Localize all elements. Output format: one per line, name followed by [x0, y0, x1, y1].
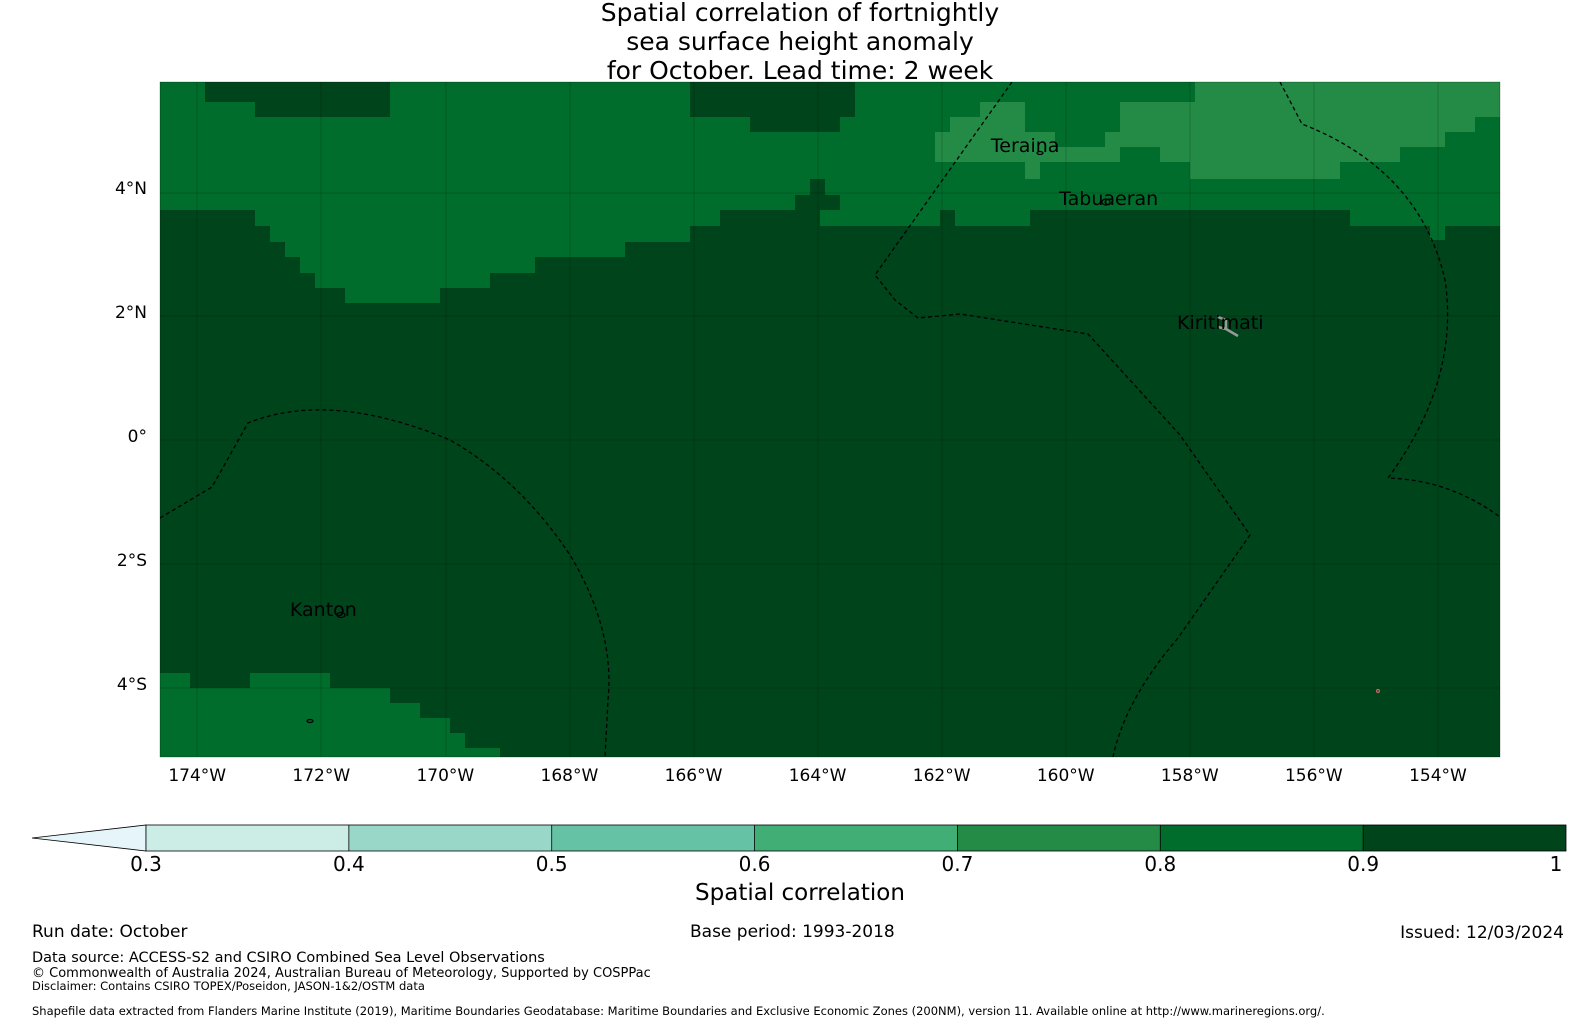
field-top-dark-1 — [205, 82, 390, 117]
copyright: © Commonwealth of Australia 2024, Austra… — [32, 966, 651, 981]
title-line-3: for October. Lead time: 2 week — [606, 56, 994, 85]
lat-tick-label: 4°N — [114, 179, 147, 200]
islands — [306, 150, 1381, 724]
correlation-map — [159, 81, 1501, 758]
teraina-island-icon — [1036, 150, 1044, 156]
field-southwest-band — [160, 673, 500, 757]
title-line-1: Spatial correlation of fortnightly — [600, 0, 1000, 27]
place-label-teraina: Teraina — [990, 135, 1060, 158]
colorbar-tick-label: 0.6 — [738, 852, 771, 876]
colorbar-segment — [551, 825, 755, 851]
lat-tick-label: 4°S — [116, 674, 147, 695]
colorbar-segment — [146, 825, 349, 851]
shapefile-credit: Shapefile data extracted from Flanders M… — [32, 1004, 1325, 1018]
lon-tick-label: 154°W — [1409, 766, 1467, 786]
lat-tick-label: 0° — [127, 427, 147, 448]
colorbar-tick-label: 0.7 — [941, 852, 974, 876]
place-label-kanton: Kanton — [289, 599, 357, 622]
lon-tick-label: 166°W — [664, 766, 723, 786]
lat-tick-label: 2°S — [116, 550, 147, 571]
place-label-tabuaeran: Tabuaeran — [1059, 187, 1159, 210]
lon-tick-label: 168°W — [540, 766, 599, 786]
lon-tick-label: 156°W — [1284, 766, 1343, 786]
issued-date: Issued: 12/03/2024 — [1400, 923, 1564, 943]
eez-boundaries — [160, 82, 1500, 757]
data-source: Data source: ACCESS-S2 and CSIRO Combine… — [32, 950, 545, 966]
colorbar-tick-label: 0.8 — [1144, 852, 1177, 876]
colorbar-tick-label: 1 — [1549, 852, 1563, 876]
small-island-icon — [306, 718, 314, 724]
colorbar-segment — [348, 825, 552, 851]
base-period: Base period: 1993-2018 — [690, 922, 895, 942]
lon-tick-label: 158°W — [1160, 766, 1219, 786]
colorbar-segment — [1363, 825, 1566, 851]
field-northeast-light — [935, 82, 1500, 179]
place-label-kiritimati: Kiritimati — [1177, 311, 1264, 334]
lon-tick-label: 170°W — [416, 766, 475, 786]
lat-tick-label: 2°N — [114, 303, 147, 324]
title-line-2: sea surface height anomaly — [626, 27, 974, 56]
tabuaeran-island-icon — [1101, 198, 1111, 206]
colorbar-tick-label: 0.5 — [535, 852, 568, 876]
colorbar-segment — [1160, 825, 1364, 851]
colorbar-tick-label: 0.3 — [130, 852, 162, 876]
lon-tick-label: 172°W — [292, 766, 351, 786]
kanton-island-icon — [336, 611, 346, 619]
lon-tick-label: 164°W — [788, 766, 847, 786]
map-frame — [159, 81, 1501, 758]
kiritimati-island-icon — [1217, 315, 1239, 338]
lon-tick-label: 162°W — [912, 766, 971, 786]
colorbar-segment — [957, 825, 1161, 851]
graticule — [160, 82, 1500, 757]
disclaimer: Disclaimer: Contains CSIRO TOPEX/Poseido… — [32, 979, 425, 993]
colorbar-outline — [145, 824, 1567, 852]
small-island-icon — [1375, 688, 1381, 694]
lon-tick-label: 174°W — [168, 766, 227, 786]
colorbar-segment — [754, 825, 958, 851]
run-date: Run date: October — [32, 922, 188, 942]
field-top-dark-2 — [690, 82, 855, 132]
colorbar-tick-label: 0.9 — [1347, 852, 1380, 876]
colorbar-extension — [31, 824, 147, 852]
colorbar-tick-label: 0.4 — [332, 852, 365, 876]
map-title: Spatial correlation of fortnightly sea s… — [420, 0, 1180, 85]
lon-tick-label: 160°W — [1036, 766, 1095, 786]
colorbar-label: Spatial correlation — [695, 880, 905, 906]
